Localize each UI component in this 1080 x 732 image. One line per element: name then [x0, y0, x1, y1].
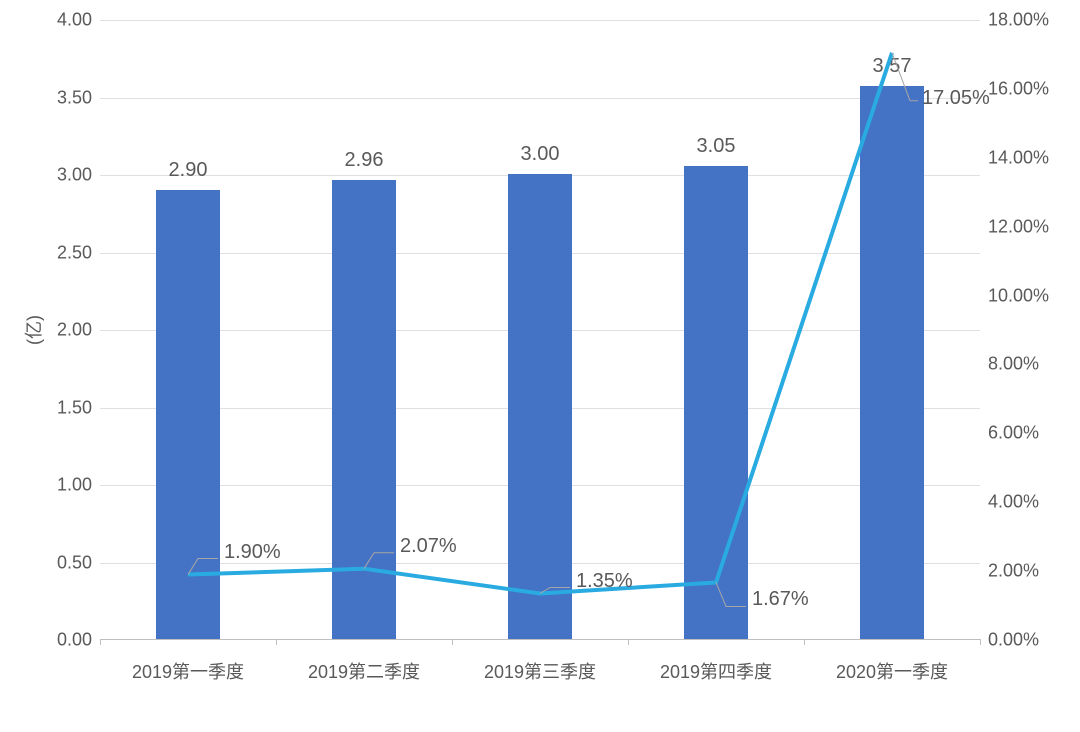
- x-tick-mark: [276, 639, 277, 645]
- y-right-tick-label: 16.00%: [988, 78, 1049, 99]
- x-tick-mark: [980, 639, 981, 645]
- y-right-tick-label: 4.00%: [988, 492, 1039, 513]
- y-right-tick-label: 12.00%: [988, 216, 1049, 237]
- x-axis-label: 2019第三季度: [484, 658, 596, 684]
- y-left-tick-label: 3.50: [57, 87, 92, 108]
- x-axis: 2019第一季度 2019第二季度 2019第三季度 2019第四季度 2020第一季度: [100, 650, 980, 690]
- y-left-tick-label: 1.50: [57, 397, 92, 418]
- y-left-tick-label: 0.50: [57, 552, 92, 573]
- y-left-axis: 0.00 0.50 1.00 1.50 2.00 2.50 3.00 3.50 4.00: [30, 10, 100, 650]
- x-tick-mark: [628, 639, 629, 645]
- bar: [684, 166, 747, 639]
- y-right-tick-label: 10.00%: [988, 285, 1049, 306]
- line-value-label: 1.90%: [224, 541, 281, 564]
- y-left-tick-label: 4.00: [57, 10, 92, 31]
- x-tick-mark: [804, 639, 805, 645]
- bar-value-label: 2.96: [345, 149, 384, 172]
- line-value-label: 1.67%: [752, 588, 809, 611]
- y-left-tick-label: 3.00: [57, 165, 92, 186]
- bar: [508, 174, 571, 639]
- x-axis-label: 2020第一季度: [836, 658, 948, 684]
- y-right-axis: 0.00% 2.00% 4.00% 6.00% 8.00% 10.00% 12.00% 14.…: [980, 10, 1060, 650]
- x-tick-mark: [100, 639, 101, 645]
- line-value-label: 1.35%: [576, 570, 633, 593]
- x-tick-mark: [452, 639, 453, 645]
- bar: [860, 86, 923, 639]
- bar: [156, 190, 219, 640]
- gridline: [100, 98, 980, 99]
- bar-value-label: 3.05: [697, 135, 736, 158]
- y-right-tick-label: 8.00%: [988, 354, 1039, 375]
- y-left-tick-label: 2.50: [57, 242, 92, 263]
- gridline: [100, 20, 980, 21]
- line-value-label: 17.05%: [922, 87, 990, 110]
- bar-value-label: 2.90: [169, 159, 208, 182]
- bar: [332, 180, 395, 639]
- y-right-tick-label: 6.00%: [988, 423, 1039, 444]
- x-axis-label: 2019第二季度: [308, 658, 420, 684]
- y-left-tick-label: 0.00: [57, 630, 92, 651]
- y-right-tick-label: 2.00%: [988, 561, 1039, 582]
- y-left-tick-label: 1.00: [57, 475, 92, 496]
- combo-chart: (亿) 0.000.501.001.502.002.503.003.504.00…: [30, 10, 1060, 710]
- line-value-label: 2.07%: [400, 535, 457, 558]
- y-right-tick-label: 18.00%: [988, 10, 1049, 31]
- x-axis-label: 2019第四季度: [660, 658, 772, 684]
- x-axis-label: 2019第一季度: [132, 658, 244, 684]
- bar-value-label: 3.57: [873, 55, 912, 78]
- y-left-tick-label: 2.00: [57, 320, 92, 341]
- y-right-tick-label: 0.00%: [988, 630, 1039, 651]
- bar-value-label: 3.00: [521, 143, 560, 166]
- y-right-tick-label: 14.00%: [988, 147, 1049, 168]
